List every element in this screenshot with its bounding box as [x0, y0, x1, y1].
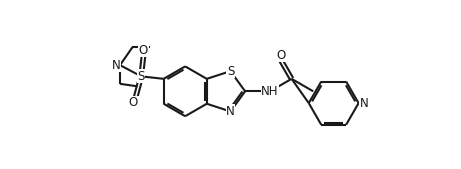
Text: N: N: [226, 105, 235, 118]
Text: N: N: [112, 59, 121, 72]
Text: NH: NH: [261, 85, 279, 98]
Text: S: S: [227, 65, 234, 78]
Text: O: O: [139, 44, 148, 56]
Text: N: N: [360, 97, 368, 110]
Text: S: S: [137, 70, 145, 83]
Text: O: O: [277, 49, 286, 62]
Text: O: O: [129, 96, 138, 109]
